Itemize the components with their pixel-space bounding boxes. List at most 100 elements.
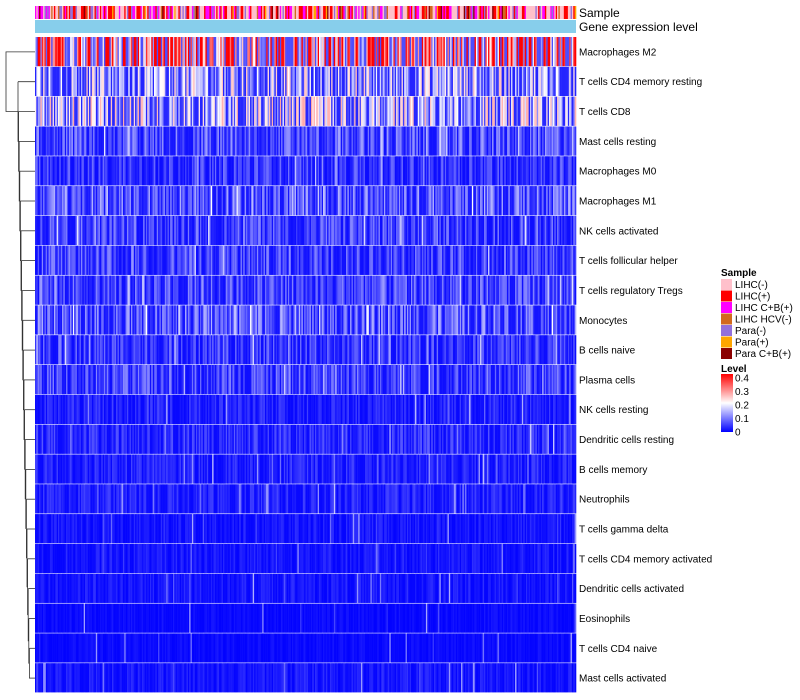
heatmap-cell [297, 156, 300, 186]
heatmap-cell [555, 275, 558, 305]
heatmap-cell [228, 275, 231, 305]
heatmap-cell [519, 186, 521, 216]
heatmap-cell [571, 215, 574, 246]
heatmap-cell [559, 215, 562, 246]
sample-annotation-cell [482, 6, 485, 19]
heatmap-cell [86, 275, 89, 305]
heatmap-cell [325, 335, 328, 365]
heatmap-cell [375, 66, 378, 97]
heatmap-cell [103, 335, 106, 365]
heatmap-cell [239, 186, 241, 216]
heatmap-cell [558, 186, 561, 216]
heatmap-cell [362, 66, 364, 97]
heatmap-cell [67, 245, 70, 275]
heatmap-cell [455, 96, 458, 126]
heatmap-cell [45, 156, 48, 186]
heatmap-cell [82, 335, 84, 365]
heatmap-cell [519, 245, 521, 275]
heatmap-cell [83, 96, 86, 126]
heatmap-cell [310, 215, 313, 246]
heatmap-cell [536, 156, 539, 186]
heatmap-cell [302, 37, 305, 67]
heatmap-cell [194, 66, 197, 97]
heatmap-cell [540, 66, 543, 97]
heatmap-cell [356, 37, 359, 67]
heatmap-cell [509, 186, 512, 216]
sample-annotation-cell [174, 6, 176, 19]
heatmap-cell [337, 215, 340, 246]
heatmap-cell [195, 245, 198, 275]
heatmap-cell [498, 215, 501, 246]
heatmap-cell [379, 126, 382, 156]
heatmap-cell [213, 37, 216, 67]
heatmap-cell [494, 126, 497, 156]
heatmap-cell [479, 275, 482, 305]
heatmap-cell [366, 186, 369, 216]
heatmap-cell [51, 335, 53, 365]
heatmap-cell [371, 186, 374, 216]
heatmap-cell [289, 305, 291, 335]
heatmap-cell [197, 245, 199, 275]
heatmap-cell [456, 96, 459, 126]
heatmap-cell [56, 215, 59, 246]
heatmap-cell [202, 156, 205, 186]
heatmap-cell [571, 66, 574, 97]
heatmap-cell [424, 305, 427, 335]
heatmap-cell [332, 275, 335, 305]
heatmap-cell [212, 365, 214, 395]
heatmap-cell [484, 245, 486, 275]
heatmap-cell [383, 96, 386, 126]
heatmap-cell [373, 245, 375, 275]
heatmap-cell [561, 215, 563, 246]
heatmap-cell [198, 305, 201, 335]
heatmap-cell [463, 186, 466, 216]
sample-annotation-cell [528, 6, 531, 19]
heatmap-cell [473, 96, 475, 126]
heatmap-cell [195, 186, 198, 216]
heatmap-cell [428, 275, 431, 305]
heatmap-cell [132, 126, 135, 156]
heatmap-cell [540, 305, 543, 335]
heatmap-cell [228, 66, 231, 97]
sample-annotation-cell [331, 6, 333, 19]
heatmap-cell [504, 96, 506, 126]
heatmap-cell [237, 365, 240, 395]
heatmap-cell [367, 37, 370, 67]
heatmap-cell [149, 305, 152, 335]
heatmap-cell [183, 245, 186, 275]
heatmap-cell [40, 215, 43, 246]
heatmap-cell [358, 245, 360, 275]
heatmap-cell [340, 275, 343, 305]
heatmap-cell [486, 126, 489, 156]
heatmap-cell [159, 215, 162, 246]
heatmap-cell [493, 96, 496, 126]
heatmap-cell [78, 66, 80, 97]
heatmap-cell [109, 156, 112, 186]
heatmap-cell [390, 66, 393, 97]
heatmap-cell [156, 156, 159, 186]
sample-annotation-cell [225, 6, 228, 19]
heatmap-cell [162, 335, 164, 365]
sample-annotation-cell [367, 6, 370, 19]
heatmap-cell [223, 186, 225, 216]
heatmap-cell [216, 335, 218, 365]
sample-annotation-cell [458, 6, 460, 19]
heatmap-cell [377, 96, 379, 126]
heatmap-cell [424, 37, 427, 67]
heatmap-cell [401, 126, 404, 156]
heatmap-cell [507, 275, 509, 305]
heatmap-cell [235, 275, 237, 305]
heatmap-cell [108, 96, 110, 126]
heatmap-cell [121, 37, 124, 67]
heatmap-cell [448, 66, 451, 97]
heatmap-cell [109, 245, 112, 275]
heatmap-cell [89, 186, 91, 216]
heatmap-cell [154, 275, 156, 305]
heatmap-cell [236, 215, 239, 246]
heatmap-cell [43, 305, 45, 335]
heatmap-cell [179, 365, 182, 395]
sample-annotation-cell [218, 6, 221, 19]
heatmap-cell [528, 215, 531, 246]
heatmap-cell [198, 365, 201, 395]
heatmap-cell [216, 96, 218, 126]
